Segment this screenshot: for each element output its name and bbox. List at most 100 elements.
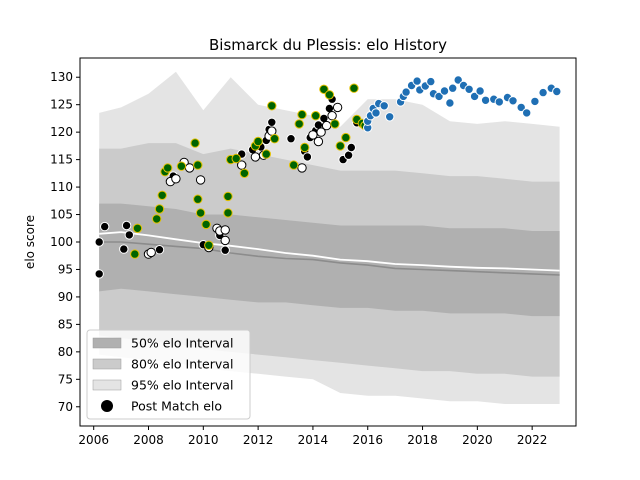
elo-point-blue xyxy=(385,112,395,122)
x-axis: 2006 2008 2010 2012 2014 2016 2018 2020 2022 xyxy=(78,426,547,447)
elo-point-blue xyxy=(412,76,422,86)
elo-point-green xyxy=(297,109,307,120)
elo-point-black xyxy=(302,152,313,162)
elo-point-white xyxy=(316,127,326,137)
elo-point-green xyxy=(267,101,277,111)
y-tick-label: 85 xyxy=(58,317,73,331)
legend-swatch xyxy=(92,358,122,370)
elo-point-green xyxy=(269,134,280,144)
legend-label: 50% elo Interval xyxy=(131,336,233,351)
elo-point-green xyxy=(319,84,329,95)
interval-bands xyxy=(99,71,560,404)
elo-point-blue xyxy=(453,75,463,85)
elo-point-green xyxy=(289,160,299,170)
elo-point-green xyxy=(193,160,203,170)
elo-point-black xyxy=(94,269,104,279)
elo-point-blue xyxy=(469,91,480,102)
elo-point-white xyxy=(220,225,230,235)
elo-point-blue xyxy=(530,96,540,107)
x-tick-label: 2008 xyxy=(133,433,164,447)
elo-point-green xyxy=(231,153,241,164)
elo-point-green xyxy=(130,249,140,259)
mean-elo-line xyxy=(99,231,560,272)
elo-point-green xyxy=(204,240,214,251)
y-tick-label: 95 xyxy=(58,262,73,276)
elo-point-black xyxy=(100,221,110,232)
elo-point-blue xyxy=(445,98,455,108)
x-tick-label: 2014 xyxy=(298,433,329,447)
elo-point-green xyxy=(176,161,187,171)
legend: 50% elo Interval 80% elo Interval 95% elo … xyxy=(86,329,251,420)
elo-point-white xyxy=(321,120,332,131)
legend-marker xyxy=(101,400,113,412)
trend-lines xyxy=(99,231,560,276)
elo-point-black xyxy=(286,134,296,144)
elo-point-green xyxy=(341,132,351,143)
elo-point-blue xyxy=(464,84,474,95)
elo-point-green xyxy=(324,90,335,100)
elo-point-blue xyxy=(475,86,485,96)
elo-point-black xyxy=(94,237,104,247)
x-tick-label: 2018 xyxy=(407,433,438,447)
legend-box xyxy=(86,329,251,420)
elo-point-blue xyxy=(508,96,518,106)
x-tick-label: 2012 xyxy=(243,433,274,447)
elo-point-white xyxy=(237,160,247,170)
elo-point-blue xyxy=(401,87,411,97)
elo-point-blue xyxy=(538,87,548,98)
elo-point-blue xyxy=(516,102,526,113)
elo-point-black xyxy=(346,142,356,153)
elo-point-green xyxy=(239,168,250,179)
elo-point-green xyxy=(157,190,167,201)
y-tick-label: 80 xyxy=(58,345,73,359)
elo-point-blue xyxy=(494,97,504,107)
elo-point-white xyxy=(184,163,195,173)
y-tick-label: 90 xyxy=(58,290,73,304)
elo-point-green xyxy=(195,208,206,218)
x-tick-label: 2020 xyxy=(462,433,493,447)
y-tick-label: 110 xyxy=(50,180,73,194)
elo-point-green xyxy=(300,142,310,153)
x-tick-label: 2010 xyxy=(188,433,219,447)
y-tick-label: 105 xyxy=(50,208,73,222)
y-tick-label: 120 xyxy=(50,125,73,139)
legend-label: 95% elo Interval xyxy=(131,378,233,393)
elo-point-white xyxy=(308,130,318,140)
x-tick-label: 2016 xyxy=(352,433,383,447)
elo-point-green xyxy=(190,138,200,148)
elo-point-green xyxy=(253,136,263,147)
elo-point-green xyxy=(294,119,304,129)
elo-point-green xyxy=(311,111,321,121)
elo-point-green xyxy=(193,194,203,204)
elo-point-blue xyxy=(480,95,491,106)
chart-title: Bismarck du Plessis: elo History xyxy=(209,36,447,54)
legend-swatch xyxy=(92,337,122,349)
elo-point-green xyxy=(163,163,173,173)
y-tick-label: 130 xyxy=(50,70,73,84)
elo-point-black xyxy=(124,230,135,240)
x-tick-label: 2006 xyxy=(78,433,109,447)
legend-swatch xyxy=(92,379,122,391)
elo-point-green xyxy=(132,223,143,234)
elo-point-white xyxy=(171,174,181,184)
legend-label: 80% elo Interval xyxy=(131,357,233,372)
elo-point-white xyxy=(327,111,337,121)
y-tick-label: 75 xyxy=(58,372,73,386)
median-elo-line xyxy=(99,241,560,276)
y-tick-label: 125 xyxy=(50,98,73,112)
y-tick-label: 70 xyxy=(58,400,73,414)
elo-point-green xyxy=(152,214,162,224)
elo-point-white xyxy=(195,175,206,185)
y-axis-label: elo score xyxy=(23,215,37,269)
elo-point-black xyxy=(343,150,354,160)
post-match-points xyxy=(94,75,562,279)
elo-point-black xyxy=(267,117,277,128)
elo-point-white xyxy=(313,136,324,147)
elo-point-blue xyxy=(371,108,381,118)
x-tick-label: 2022 xyxy=(517,433,548,447)
elo-point-white xyxy=(332,102,343,113)
elo-point-black xyxy=(119,244,129,254)
elo-point-green xyxy=(223,191,233,202)
y-axis: 70 75 80 85 90 95 100 105 110 115 120 125 130 xyxy=(50,70,80,414)
